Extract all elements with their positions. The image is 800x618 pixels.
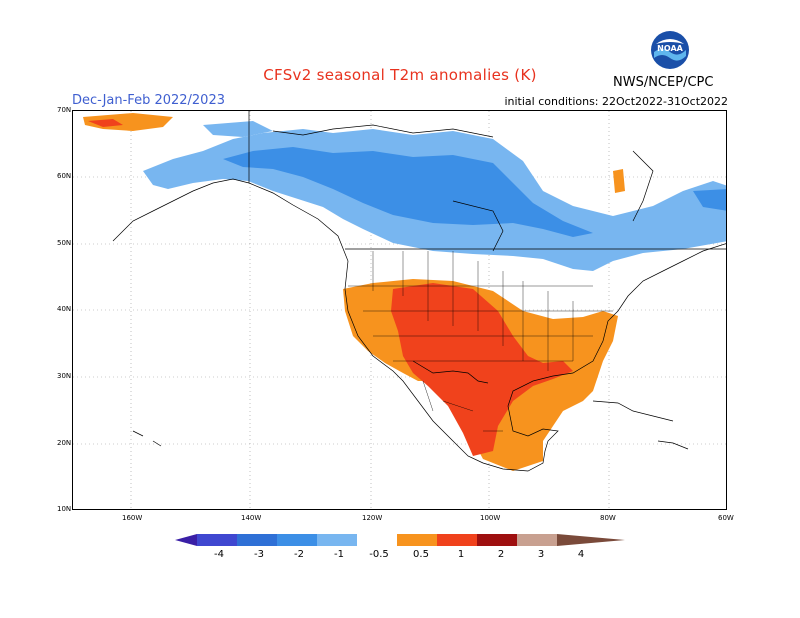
lat-label-70n: 70N xyxy=(57,106,72,114)
colorbar xyxy=(175,532,625,562)
colorbar-label-neg4: -4 xyxy=(214,549,224,560)
colorbar-cell-lt-4 xyxy=(175,534,197,546)
agency-label: NWS/NCEP/CPC xyxy=(613,75,714,90)
coastlines xyxy=(112,111,726,472)
lat-label-40n: 40N xyxy=(57,305,72,313)
colorbar-label-2: 2 xyxy=(497,549,505,560)
colorbar-label-neg1: -1 xyxy=(334,549,344,560)
lon-label-60w: 60W xyxy=(718,514,734,522)
colorbar-label-neg2: -2 xyxy=(294,549,304,560)
colorbar-svg xyxy=(175,534,625,546)
lat-label-60n: 60N xyxy=(57,172,72,180)
colorbar-cell-2-1 xyxy=(277,534,317,546)
lon-label-120w: 120W xyxy=(362,514,383,522)
colorbar-cell-neutral xyxy=(357,534,397,546)
colorbar-label-neg3: -3 xyxy=(254,549,264,560)
lon-label-80w: 80W xyxy=(600,514,616,522)
colorbar-label-1: 1 xyxy=(457,549,465,560)
lat-label-10n: 10N xyxy=(57,505,72,513)
noaa-logo-text: NOAA xyxy=(657,44,683,53)
anomaly-map xyxy=(72,110,727,510)
anomaly-map-svg xyxy=(73,111,726,509)
colorbar-cell-3-4 xyxy=(517,534,557,546)
colorbar-cell-2-3 xyxy=(477,534,517,546)
colorbar-label-neg05: -0.5 xyxy=(369,549,389,560)
map-title: CFSv2 seasonal T2m anomalies (K) xyxy=(263,66,537,84)
period-label: Dec-Jan-Feb 2022/2023 xyxy=(72,93,225,108)
lat-label-30n: 30N xyxy=(57,372,72,380)
lat-label-20n: 20N xyxy=(57,439,72,447)
lon-label-140w: 140W xyxy=(241,514,262,522)
lon-label-160w: 160W xyxy=(122,514,143,522)
colorbar-label-4: 4 xyxy=(577,549,585,560)
noaa-logo: NOAA xyxy=(650,30,690,70)
warm-anomaly-region xyxy=(83,113,625,471)
colorbar-cell-05-1 xyxy=(397,534,437,546)
colorbar-cell-4-3 xyxy=(197,534,237,546)
cold-anomaly-region xyxy=(143,121,726,271)
colorbar-label-3: 3 xyxy=(537,549,545,560)
colorbar-cell-gt-4 xyxy=(557,534,625,546)
lon-label-100w: 100W xyxy=(480,514,501,522)
colorbar-cell-1-05 xyxy=(317,534,357,546)
initial-conditions-label: initial conditions: 22Oct2022-31Oct2022 xyxy=(504,95,728,108)
colorbar-label-05: 0.5 xyxy=(413,549,429,560)
state-borders xyxy=(348,251,613,432)
colorbar-cell-1-2 xyxy=(437,534,477,546)
lat-label-50n: 50N xyxy=(57,239,72,247)
colorbar-cell-3-2 xyxy=(237,534,277,546)
